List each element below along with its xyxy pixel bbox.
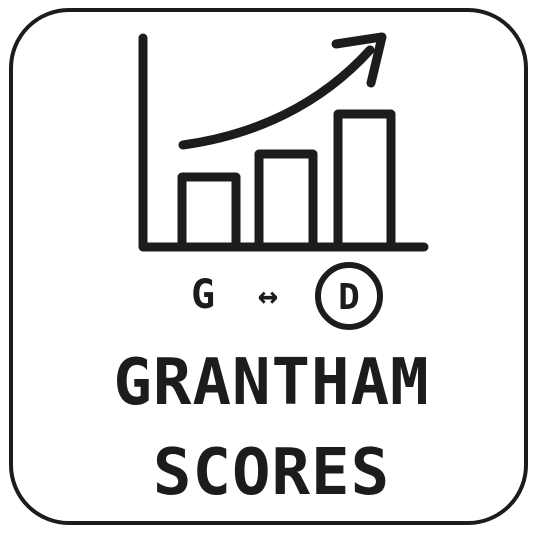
bar-small [177, 172, 241, 252]
chart-axes [138, 33, 429, 252]
bar-medium [254, 149, 318, 252]
title-line-grantham: GRANTHAM [113, 346, 430, 420]
bar-tall [333, 109, 396, 252]
rounded-frame [9, 8, 528, 525]
trend-arrow-line [178, 45, 375, 150]
grade-d-circle [315, 262, 383, 330]
grade-g-letter: G [191, 272, 215, 318]
grade-d-letter: D [338, 277, 360, 318]
title-line-scores: SCORES [152, 436, 391, 510]
double-arrow-icon: ↔ [258, 276, 278, 316]
trend-arrow-head [331, 32, 387, 88]
